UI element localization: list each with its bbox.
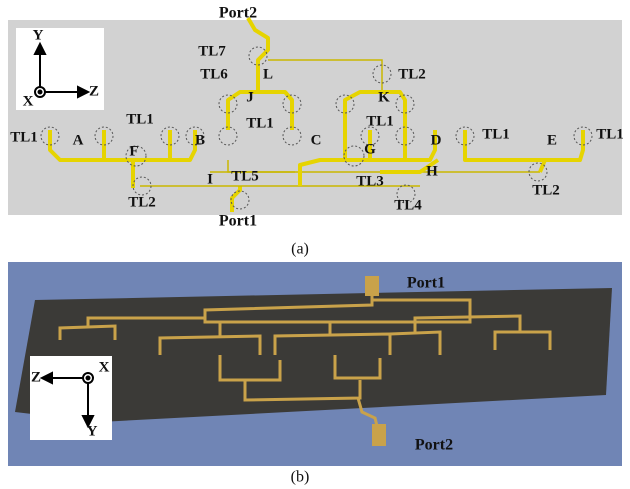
port-label: Port1 (219, 213, 257, 230)
panel-a: Y X Z Port2 TL7 TL6 L TL2 J K TL1 A TL1 … (8, 5, 624, 258)
node-label: D (431, 132, 442, 148)
axis-label: Y (33, 27, 44, 43)
node-label: K (378, 89, 390, 105)
tl-label: TL2 (128, 194, 156, 210)
tl-label: TL5 (231, 168, 259, 184)
axis-label: X (23, 93, 34, 109)
figure: Y X Z Port2 TL7 TL6 L TL2 J K TL1 A TL1 … (0, 0, 630, 489)
node-label: E (547, 132, 557, 148)
tl-label: TL1 (246, 115, 274, 131)
tl-label: TL6 (200, 66, 228, 82)
tl-label: TL1 (482, 126, 510, 142)
tl-label: TL7 (198, 43, 226, 59)
connector (365, 276, 379, 296)
node-label: I (207, 171, 213, 187)
connector (372, 424, 386, 446)
port-label: Port2 (219, 5, 257, 22)
node-label: A (73, 132, 84, 148)
node-label: B (195, 132, 205, 148)
caption: (a) (291, 241, 309, 258)
tl-label: TL1 (596, 126, 624, 142)
tl-label: TL2 (532, 182, 560, 198)
node-label: F (129, 143, 138, 159)
tl-label: TL1 (126, 111, 154, 127)
tl-label: TL1 (366, 113, 394, 129)
port-label: Port1 (407, 275, 445, 292)
node-label: G (364, 141, 376, 157)
node-label: J (246, 89, 254, 105)
node-label: H (426, 163, 438, 179)
axis-label: Z (89, 83, 99, 99)
tl-label: TL4 (394, 197, 422, 213)
axis-label: Y (87, 423, 98, 439)
tl-label: TL2 (398, 66, 426, 82)
axis-label: X (99, 359, 110, 375)
node-label: C (311, 132, 322, 148)
node-label: L (263, 66, 273, 82)
tl-label: TL3 (356, 173, 384, 189)
port-label: Port2 (415, 437, 453, 454)
caption: (b) (291, 469, 310, 486)
axis-label: Z (31, 369, 41, 385)
tl-label: TL1 (10, 129, 38, 145)
panel-b: Z X Y Port1 Port2 (b) (8, 262, 622, 486)
